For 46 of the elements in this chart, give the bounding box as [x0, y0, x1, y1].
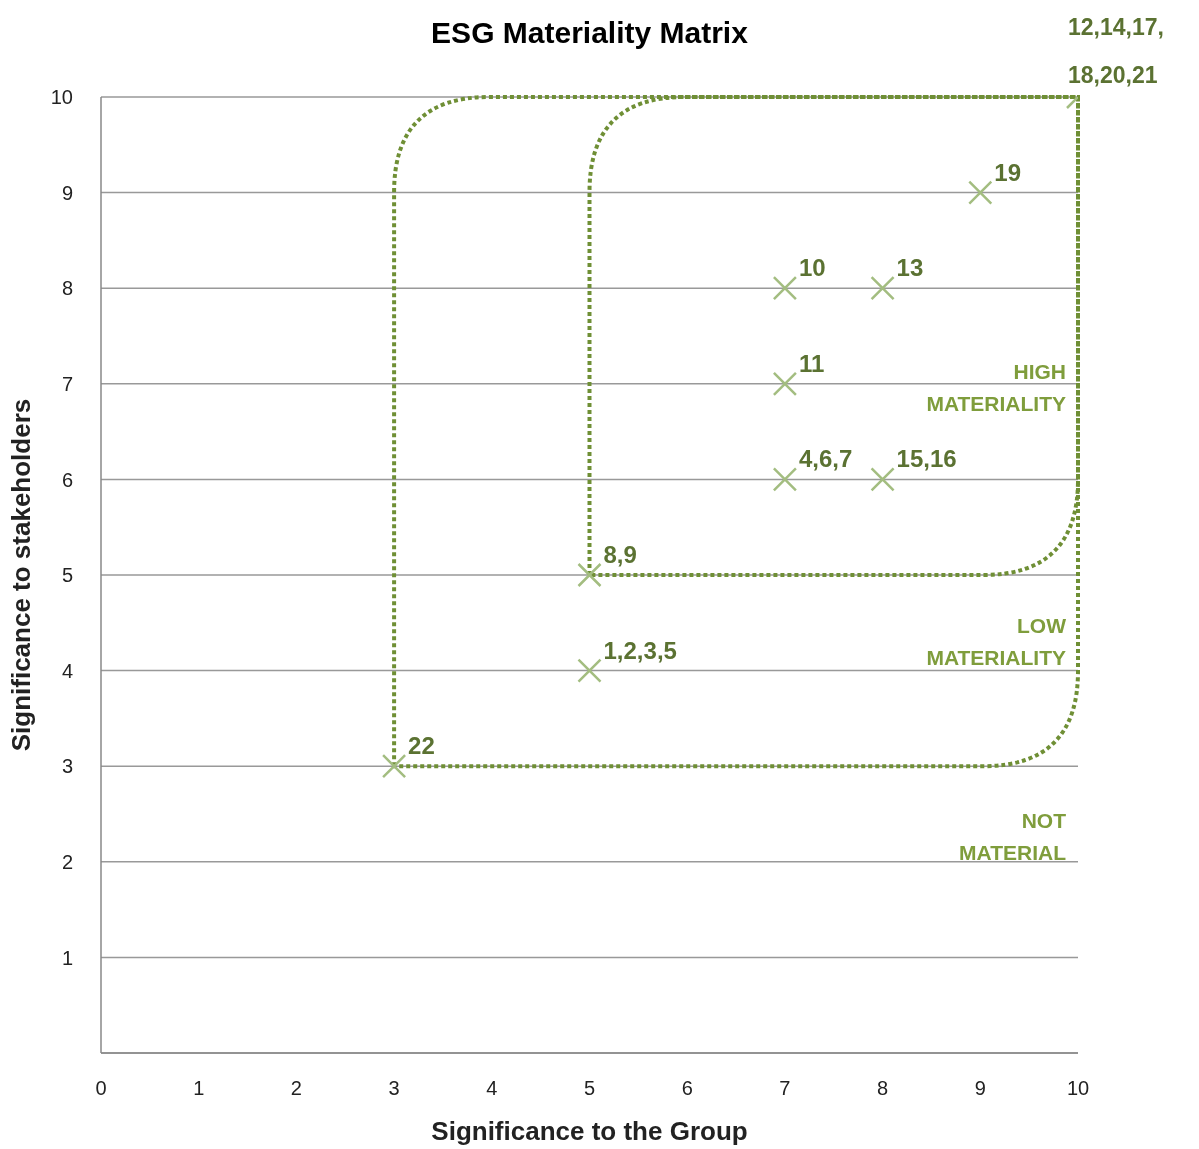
x-tick-label: 9	[974, 1077, 986, 1100]
series-label: 11	[798, 349, 825, 377]
point	[577, 658, 602, 683]
point	[772, 371, 798, 397]
x-tick-label: 5	[583, 1077, 596, 1100]
point	[772, 275, 798, 301]
series-label: 12,14,17,18,20,21	[1068, 14, 1164, 88]
point	[870, 467, 895, 492]
x-tick-label: 4	[486, 1077, 498, 1100]
point	[772, 467, 798, 492]
x-axis-title: Significance to the Group	[431, 1116, 748, 1146]
annotation: LOW MATERIALITY	[926, 613, 1067, 669]
x-tick-label: 6	[681, 1077, 693, 1100]
y-tick-label: 2	[61, 850, 73, 873]
series-label: 8,9	[603, 541, 637, 568]
y-tick-label: 6	[61, 468, 73, 491]
x-tick-label: 0	[95, 1077, 107, 1100]
x-tick-label: 10	[1066, 1077, 1090, 1100]
series-label: 13	[896, 254, 924, 282]
point	[577, 562, 602, 588]
y-axis-title: Significance to stakeholders	[6, 398, 36, 752]
series-label: 10	[798, 254, 826, 282]
chart-title: ESG Materiality Matrix	[431, 16, 748, 49]
y-tick-label: 8	[61, 277, 73, 300]
x-tick-label: 2	[290, 1077, 302, 1100]
series-label: 1,2,3,5	[603, 636, 677, 664]
y-tick-label: 4	[61, 659, 73, 682]
point	[968, 180, 993, 205]
series-label: 19	[994, 158, 1021, 186]
point	[870, 275, 895, 301]
series-label: 22	[408, 732, 435, 760]
x-tick-label: 7	[779, 1077, 791, 1100]
x-tick-label: 8	[877, 1077, 889, 1100]
point	[381, 753, 407, 779]
annotation: NOT MATERIAL	[959, 808, 1067, 864]
x-tick-label: 1	[193, 1077, 205, 1100]
y-tick-label: 3	[61, 755, 73, 778]
y-tick-label: 9	[61, 181, 73, 204]
series-label: 15,16	[896, 445, 957, 473]
y-tick-label: 5	[61, 564, 73, 587]
y-tick-label: 1	[61, 946, 73, 969]
y-tick-label: 10	[50, 86, 73, 109]
annotation: HIGH MATERIALITY	[926, 359, 1066, 415]
series-label: 4,6,7	[798, 445, 853, 473]
x-tick-label: 3	[388, 1077, 400, 1100]
y-tick-label: 7	[61, 372, 73, 395]
